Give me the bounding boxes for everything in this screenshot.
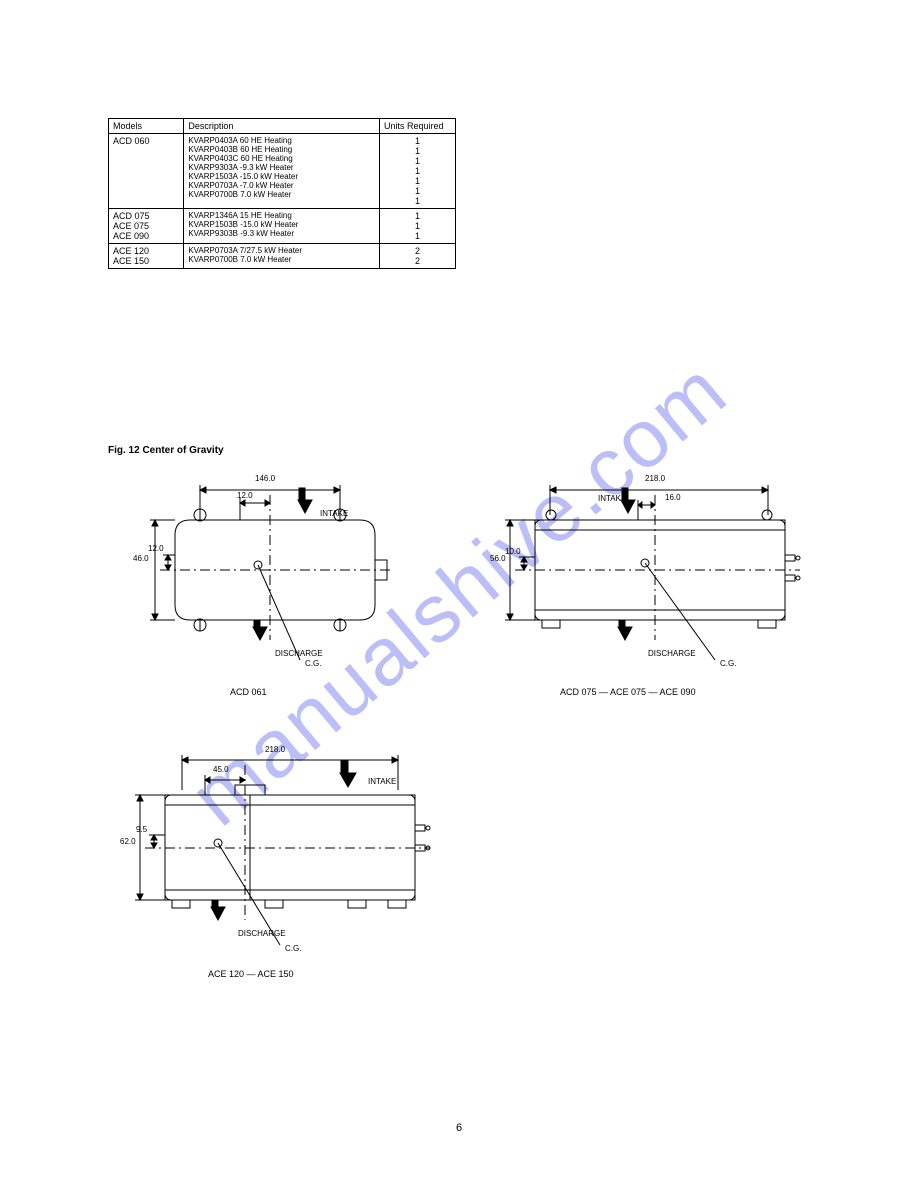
- figure-acd-061: [120, 465, 410, 690]
- cell: ACD 060: [109, 134, 184, 209]
- dim-w-3: 218.0: [265, 746, 285, 755]
- discharge-3: DISCHARGE: [238, 930, 286, 939]
- cell: 1 1 1: [379, 209, 455, 244]
- dim-offy-2: 10.0: [505, 548, 521, 557]
- cell: 2 2: [379, 244, 455, 269]
- th-models: Models: [109, 119, 184, 134]
- dim-h: 46.0: [133, 555, 149, 564]
- intake-3: INTAKE: [368, 778, 396, 787]
- cg-label: C.G.: [305, 660, 321, 669]
- dim-h-2: 56.0: [490, 555, 506, 564]
- dim-offx-3: 45.0: [213, 766, 229, 775]
- discharge-2: DISCHARGE: [648, 650, 696, 659]
- dim-h-3: 62.0: [120, 838, 136, 847]
- discharge-label: DISCHARGE: [275, 650, 323, 659]
- dim-w: 146.0: [255, 475, 275, 484]
- dim-offy: 12.0: [148, 545, 164, 554]
- fig-title-075: ACD 075 — ACE 075 — ACE 090: [560, 688, 696, 698]
- cell: KVARP0703A 7/27.5 kW Heater KVARP0700B 7…: [184, 244, 380, 269]
- cell: 1 1 1 1 1 1 1: [379, 134, 455, 209]
- dim-offx: 12.0: [237, 492, 253, 501]
- cg-3: C.G.: [285, 945, 301, 954]
- cell: ACD 075 ACE 075 ACE 090: [109, 209, 184, 244]
- accessory-table: Models Description Units Required ACD 06…: [108, 118, 456, 269]
- dim-w-2: 218.0: [645, 475, 665, 484]
- th-desc: Description: [184, 119, 380, 134]
- table-row: ACE 120 ACE 150 KVARP0703A 7/27.5 kW Hea…: [109, 244, 456, 269]
- table-row: ACD 075 ACE 075 ACE 090 KVARP1346A 15 HE…: [109, 209, 456, 244]
- dim-offx-2: 16.0: [665, 494, 681, 503]
- page-number: 6: [456, 1122, 462, 1134]
- fig-title-120: ACE 120 — ACE 150: [208, 970, 294, 980]
- th-units: Units Required: [379, 119, 455, 134]
- section-title: Fig. 12 Center of Gravity: [108, 445, 224, 456]
- fig-title-061: ACD 061: [230, 688, 267, 698]
- cg-2: C.G.: [720, 660, 736, 669]
- dim-offy-3: 9.5: [136, 826, 147, 835]
- intake-label: INTAKE: [320, 510, 348, 519]
- cell: ACE 120 ACE 150: [109, 244, 184, 269]
- intake-2: INTAKE: [598, 495, 626, 504]
- table-row: ACD 060 KVARP0403A 60 HE Heating KVARP04…: [109, 134, 456, 209]
- cell: KVARP1346A 15 HE Heating KVARP1503B -15.…: [184, 209, 380, 244]
- cell: KVARP0403A 60 HE Heating KVARP0403B 60 H…: [184, 134, 380, 209]
